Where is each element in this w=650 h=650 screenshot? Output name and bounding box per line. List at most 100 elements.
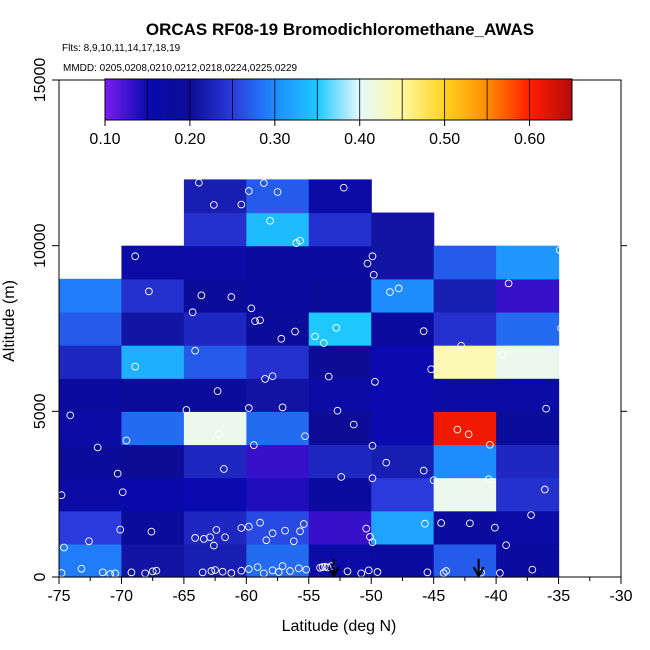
sample-point: [557, 324, 565, 333]
arrow-markers: [327, 558, 485, 579]
sample-point: [423, 568, 432, 577]
sample-point: [439, 569, 448, 577]
sample-point: [502, 541, 510, 550]
heatmap-cell: [371, 510, 435, 545]
heatmap-cell: [433, 411, 497, 446]
sample-point: [266, 216, 274, 225]
sample-point: [296, 236, 304, 245]
colorbar-tick-label: 0.60: [514, 131, 545, 148]
sample-point: [484, 475, 493, 484]
sample-point: [77, 564, 86, 573]
heatmap-cell: [496, 345, 560, 379]
y-axis: 0 5000 10000 15000: [32, 58, 627, 581]
sample-point: [237, 524, 246, 532]
sample-point: [343, 567, 352, 576]
sample-point: [368, 252, 377, 261]
sample-point: [259, 179, 268, 187]
heatmap-cell: [59, 411, 123, 446]
heatmap-cell: [496, 311, 560, 346]
sample-point: [368, 441, 377, 450]
heatmap-cell: [246, 278, 310, 313]
sample-point: [421, 519, 429, 528]
sample-point: [318, 563, 327, 571]
heatmap-cell: [308, 477, 372, 512]
sample-point: [85, 537, 93, 546]
heatmap-cell: [183, 245, 247, 280]
sample-point: [220, 465, 228, 473]
sample-point: [42, 299, 51, 308]
heatmap-cell: [59, 278, 123, 313]
sample-point: [98, 568, 107, 577]
sample-point: [212, 526, 221, 534]
sample-point: [427, 365, 436, 374]
sample-point: [249, 441, 258, 449]
sample-point: [244, 522, 253, 531]
sample-point: [268, 372, 277, 381]
sample-point: [131, 252, 140, 261]
heatmap-cell: [246, 444, 310, 479]
x-tick-label: -65: [172, 588, 195, 605]
sample-point: [262, 536, 271, 545]
sample-point: [302, 565, 311, 574]
heatmap-cell: [433, 311, 497, 346]
heatmap-cell: [308, 543, 372, 578]
x-axis: -75 -70 -65 -60 -55 -50 -45 -40 -35 -30: [47, 577, 633, 605]
arrow-head: [327, 566, 340, 579]
colorbar-tick-label: 0.30: [259, 131, 290, 148]
sample-point: [145, 287, 153, 296]
heatmap-cell: [246, 378, 310, 412]
heatmap-cell: [59, 345, 123, 379]
sample-point: [206, 533, 214, 542]
heatmap-cell: [433, 245, 497, 280]
sample-point: [296, 527, 304, 536]
sample-point: [227, 569, 236, 577]
heatmap-cell: [433, 510, 497, 545]
sample-point: [244, 187, 253, 195]
sample-point: [466, 519, 474, 528]
heatmap-cell: [246, 345, 310, 379]
sample-point: [60, 543, 68, 552]
sample-point: [294, 564, 303, 573]
plot-area: [42, 178, 565, 579]
sample-point: [555, 246, 564, 254]
heatmap-cell: [183, 411, 247, 446]
sample-point: [486, 440, 494, 449]
sample-point: [301, 432, 309, 441]
sample-point: [442, 567, 451, 575]
heatmap-cell: [371, 411, 435, 446]
heatmap-cell: [308, 245, 372, 280]
sample-point: [198, 568, 207, 577]
sample-point: [371, 377, 379, 386]
sample-point: [292, 239, 301, 247]
x-tick-label: -45: [422, 588, 445, 605]
heatmap-cell: [183, 212, 247, 247]
sample-point: [148, 567, 157, 576]
sample-point: [247, 304, 256, 313]
sample-point: [369, 270, 378, 279]
colorbar-ticks: 0.10 0.20 0.30 0.40 0.50 0.60: [89, 79, 545, 148]
sample-point: [457, 341, 465, 350]
sample-point: [268, 529, 277, 538]
heatmap-cell: [308, 411, 372, 446]
sample-point: [419, 466, 428, 475]
sample-point: [113, 469, 122, 478]
sample-point: [152, 566, 161, 575]
sample-point: [332, 323, 341, 332]
sample-point: [542, 404, 550, 413]
sample-point: [57, 491, 66, 500]
heatmap-cell: [371, 245, 435, 280]
sample-point: [182, 406, 191, 414]
sample-point: [394, 284, 403, 293]
sample-point: [498, 350, 507, 359]
heatmap-cell: [121, 378, 185, 412]
arrow-head: [472, 566, 485, 579]
heatmap-cell: [308, 212, 372, 247]
sample-point: [215, 430, 223, 439]
heatmap-cell: [496, 278, 560, 313]
sample-point: [244, 565, 253, 573]
sample-point: [368, 474, 377, 483]
sample-point: [363, 259, 372, 268]
sample-point: [218, 567, 227, 576]
sample-point: [491, 523, 499, 532]
